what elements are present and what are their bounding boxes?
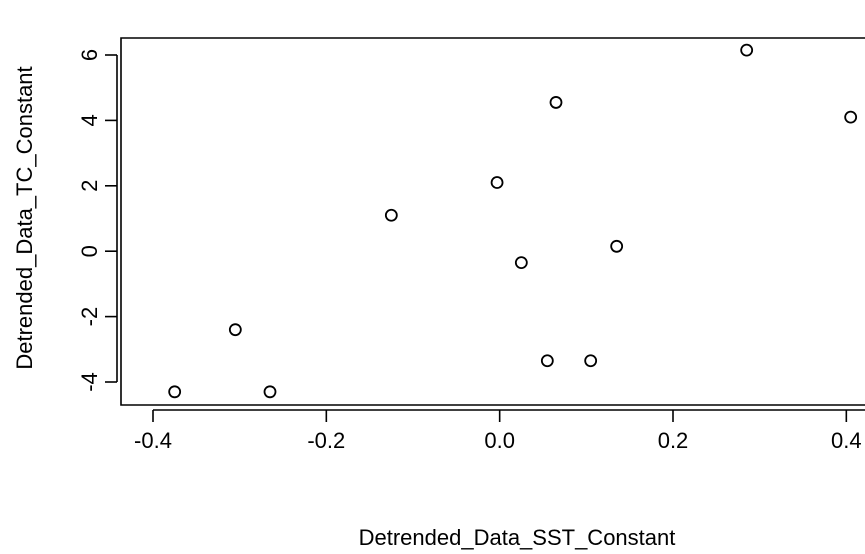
- x-axis: -0.4 -0.2 0.0 0.2 0.4: [134, 409, 865, 453]
- y-tick-label: 0: [77, 245, 102, 257]
- y-tick-label: 2: [77, 180, 102, 192]
- data-point: [263, 385, 277, 399]
- plot-box: [120, 37, 865, 406]
- data-point: [610, 239, 624, 253]
- x-tick-label: -0.4: [134, 428, 172, 453]
- x-tick-label: 0.0: [484, 428, 515, 453]
- data-points: [168, 43, 858, 399]
- x-axis-title: Detrended_Data_SST_Constant: [359, 525, 676, 550]
- x-tick-label: -0.2: [307, 428, 345, 453]
- data-point: [844, 110, 858, 124]
- plot-area-frame: [120, 37, 865, 406]
- data-point: [549, 96, 563, 109]
- y-axis: -4 -2 0 2 4 6: [77, 49, 118, 392]
- data-point: [540, 354, 554, 368]
- x-tick-label: 0.4: [831, 428, 862, 453]
- data-point: [490, 176, 504, 189]
- x-tick-label: 0.2: [658, 428, 689, 453]
- y-tick-label: 4: [77, 114, 102, 126]
- data-point: [584, 354, 598, 368]
- y-tick-label: 6: [77, 49, 102, 61]
- data-point: [384, 208, 398, 222]
- data-point: [514, 256, 528, 270]
- data-point: [740, 43, 754, 57]
- y-axis-title: Detrended_Data_TC_Constant: [12, 66, 37, 369]
- y-tick-label: -4: [77, 372, 102, 392]
- data-point: [228, 323, 242, 337]
- data-point: [168, 385, 182, 399]
- y-tick-label: -2: [77, 307, 102, 327]
